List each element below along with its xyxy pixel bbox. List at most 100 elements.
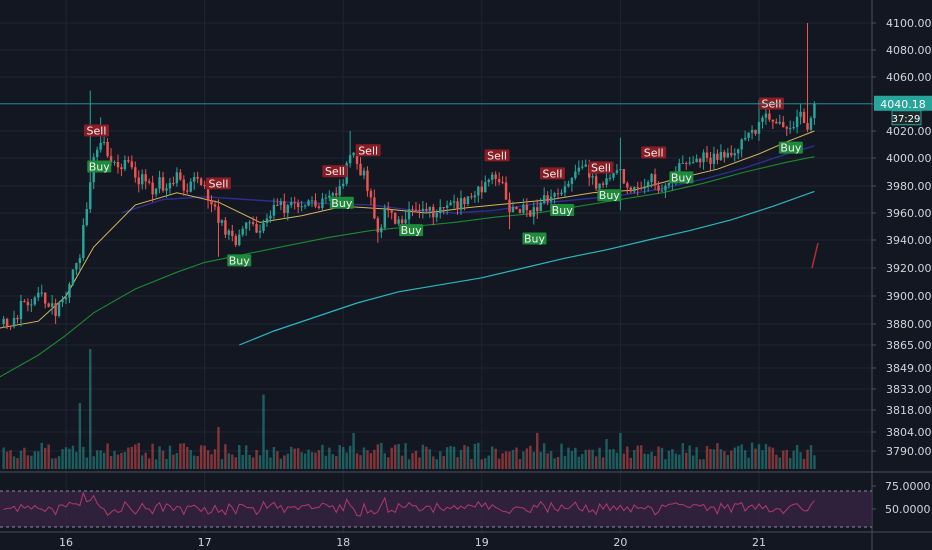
candle-body bbox=[421, 208, 425, 211]
volume-bar bbox=[425, 446, 428, 469]
volume-bar bbox=[61, 449, 64, 469]
volume-bar bbox=[352, 433, 355, 469]
candle-body bbox=[300, 206, 303, 208]
candle-body bbox=[459, 198, 463, 210]
projection-tick bbox=[811, 242, 819, 269]
volume-bar bbox=[730, 450, 733, 469]
candle-body bbox=[310, 200, 314, 202]
candle-body bbox=[501, 182, 504, 184]
volume-bar bbox=[435, 459, 438, 469]
volume-bar bbox=[542, 443, 546, 469]
sell-signal-badge bbox=[83, 124, 109, 137]
candle-body bbox=[234, 236, 237, 245]
volume-bar bbox=[473, 443, 477, 469]
volume-bar bbox=[303, 453, 307, 469]
volume-bar bbox=[147, 458, 151, 469]
candle-body bbox=[272, 204, 276, 216]
candle-body bbox=[723, 152, 726, 158]
volume-bar bbox=[123, 451, 127, 469]
buy-signal-badge bbox=[778, 141, 803, 154]
candle-body bbox=[154, 188, 158, 195]
volume-bar bbox=[736, 445, 740, 469]
candle-body bbox=[109, 156, 113, 163]
candle-body bbox=[30, 304, 33, 306]
volume-bar bbox=[33, 451, 37, 469]
candle-body bbox=[442, 207, 445, 209]
candle-body bbox=[553, 193, 556, 197]
rsi-tick-label: 50.0000 bbox=[885, 503, 931, 516]
volume-bar bbox=[154, 459, 158, 469]
volume-bar bbox=[546, 453, 549, 469]
ma-longest-line bbox=[239, 190, 815, 346]
candle-body bbox=[2, 318, 5, 324]
volume-bar bbox=[508, 451, 511, 469]
candle-body bbox=[709, 157, 712, 164]
buy-signal-badge bbox=[227, 254, 252, 267]
candle-body bbox=[484, 182, 487, 193]
candle-body bbox=[435, 212, 438, 218]
volume-bar bbox=[563, 455, 567, 469]
candle-body bbox=[452, 201, 456, 203]
candle-body bbox=[577, 167, 581, 172]
volume-bar bbox=[19, 450, 23, 469]
candle-body bbox=[761, 117, 764, 122]
candle-body bbox=[445, 205, 449, 209]
volume-bar bbox=[685, 452, 688, 469]
volume-bar bbox=[68, 448, 71, 469]
price-tick-label: 3960.00 bbox=[886, 207, 932, 220]
candle-body bbox=[660, 190, 664, 192]
volume-bar bbox=[12, 456, 16, 469]
candle-body bbox=[615, 170, 619, 173]
volume-bar bbox=[227, 453, 231, 469]
candle-body bbox=[605, 178, 608, 185]
candle-body bbox=[321, 198, 324, 208]
volume-bar bbox=[667, 450, 671, 469]
volume-bar bbox=[102, 452, 106, 469]
candle-body bbox=[373, 197, 376, 219]
volume-bar bbox=[719, 449, 723, 469]
candle-body bbox=[89, 182, 92, 210]
candle-body bbox=[82, 225, 85, 259]
candle-body bbox=[33, 297, 37, 305]
volume-bar bbox=[487, 455, 490, 469]
candle-body bbox=[771, 119, 775, 122]
candle-body bbox=[151, 182, 154, 195]
time-axis[interactable]: 16 17 18 19 20 21 bbox=[59, 536, 766, 549]
volume-bar bbox=[480, 459, 484, 469]
volume-bar bbox=[747, 457, 750, 469]
volume-bar bbox=[622, 453, 626, 469]
sell-signal-badge bbox=[322, 165, 348, 178]
volume-bar bbox=[688, 445, 691, 469]
volume-bar bbox=[501, 453, 504, 469]
buy-signal-label: Buy bbox=[671, 171, 693, 184]
candle-body bbox=[473, 195, 477, 198]
volume-bar bbox=[310, 452, 314, 469]
candle-body bbox=[702, 152, 705, 163]
volume-bar bbox=[341, 447, 345, 469]
volume-bar bbox=[442, 456, 445, 469]
candle-body bbox=[688, 162, 691, 164]
volume-bar bbox=[778, 457, 782, 469]
price-tick-label: 3849.00 bbox=[886, 362, 932, 375]
candle-body bbox=[653, 174, 657, 186]
sell-signal-label: Sell bbox=[543, 167, 563, 180]
price-markers: 4040.18 37:29 bbox=[0, 95, 932, 126]
candle-body bbox=[404, 219, 407, 224]
candle-body bbox=[192, 177, 196, 182]
volume-bar bbox=[459, 450, 463, 469]
candle-body bbox=[432, 206, 435, 218]
sell-signal-label: Sell bbox=[487, 149, 507, 162]
buy-signal-label: Buy bbox=[89, 161, 111, 174]
candle-body bbox=[629, 187, 633, 192]
volume-bar bbox=[705, 446, 709, 469]
volume-bar bbox=[366, 450, 369, 469]
candle-body bbox=[529, 210, 532, 217]
volume-bar bbox=[2, 447, 5, 469]
volume-bar bbox=[258, 455, 262, 469]
candle-body bbox=[581, 166, 584, 168]
volume-bar bbox=[286, 453, 289, 469]
sell-signal-label: Sell bbox=[325, 165, 345, 178]
buy-signal-label: Buy bbox=[552, 204, 574, 217]
